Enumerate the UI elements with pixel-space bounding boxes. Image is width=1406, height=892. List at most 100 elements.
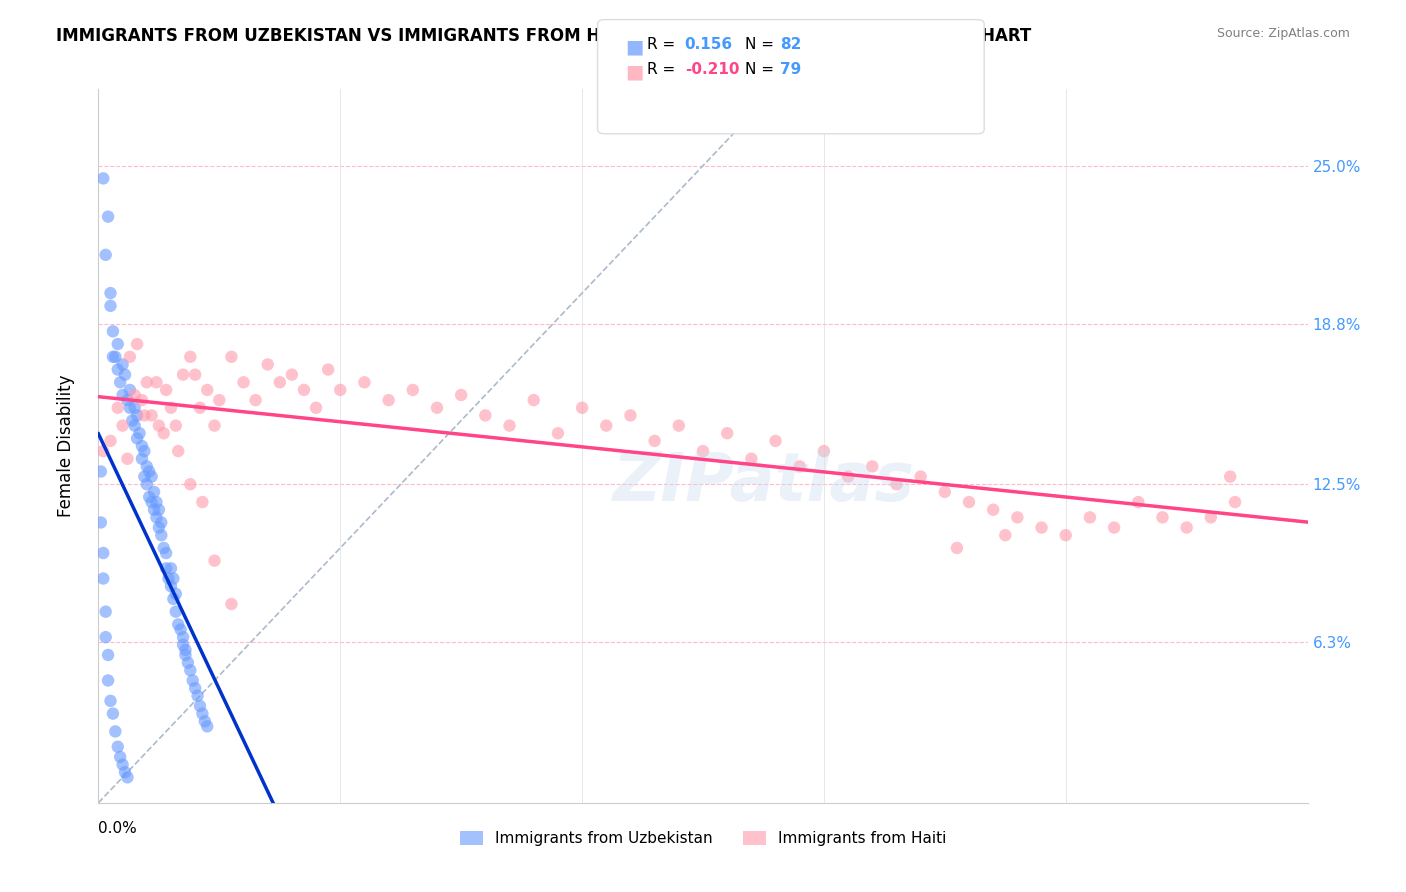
Immigrants from Uzbekistan [117,770,139,784]
Immigrants from Haiti [1199,510,1222,524]
Immigrants from Uzbekistan [114,368,136,382]
Immigrants from Uzbekistan [162,591,184,606]
Immigrants from Uzbekistan [131,451,153,466]
Immigrants from Haiti [160,401,183,415]
Immigrants from Haiti [1031,520,1053,534]
Immigrants from Uzbekistan [172,630,194,644]
Immigrants from Haiti [221,350,243,364]
Immigrants from Uzbekistan [107,739,129,754]
Immigrants from Haiti [789,459,811,474]
Immigrants from Uzbekistan [100,299,122,313]
Immigrants from Haiti [172,368,194,382]
Immigrants from Haiti [135,376,157,390]
Immigrants from Haiti [184,368,207,382]
Immigrants from Haiti [910,469,932,483]
Y-axis label: Female Disability: Female Disability [56,375,75,517]
Immigrants from Haiti [204,418,226,433]
Text: IMMIGRANTS FROM UZBEKISTAN VS IMMIGRANTS FROM HAITI FEMALE DISABILITY CORRELATIO: IMMIGRANTS FROM UZBEKISTAN VS IMMIGRANTS… [56,27,1032,45]
Immigrants from Uzbekistan [90,465,112,479]
Immigrants from Haiti [716,426,738,441]
Immigrants from Haiti [571,401,593,415]
Text: 79: 79 [780,62,801,78]
Immigrants from Haiti [994,528,1017,542]
Immigrants from Uzbekistan [165,605,187,619]
Immigrants from Uzbekistan [188,698,211,713]
Immigrants from Uzbekistan [111,388,134,402]
Immigrants from Uzbekistan [148,502,170,516]
Immigrants from Uzbekistan [152,541,174,555]
Immigrants from Haiti [131,393,153,408]
Immigrants from Haiti [547,426,569,441]
Immigrants from Haiti [107,401,129,415]
Immigrants from Uzbekistan [191,706,214,721]
Text: -0.210: -0.210 [685,62,740,78]
Immigrants from Haiti [148,418,170,433]
Immigrants from Haiti [232,376,254,390]
Text: ■: ■ [626,37,644,56]
Immigrants from Uzbekistan [141,495,163,509]
Immigrants from Haiti [316,362,339,376]
Immigrants from Uzbekistan [108,376,131,390]
Immigrants from Uzbekistan [107,362,129,376]
Immigrants from Uzbekistan [160,561,183,575]
Text: Source: ZipAtlas.com: Source: ZipAtlas.com [1216,27,1350,40]
Immigrants from Haiti [292,383,315,397]
Immigrants from Haiti [1223,495,1246,509]
Immigrants from Haiti [668,418,690,433]
Immigrants from Uzbekistan [174,643,197,657]
Immigrants from Haiti [195,383,218,397]
Immigrants from Uzbekistan [128,426,150,441]
Immigrants from Uzbekistan [94,248,117,262]
Immigrants from Uzbekistan [97,648,120,662]
Immigrants from Uzbekistan [91,171,114,186]
Immigrants from Uzbekistan [101,324,124,338]
Immigrants from Haiti [813,444,835,458]
Immigrants from Haiti [474,409,496,423]
Immigrants from Haiti [127,337,149,351]
Immigrants from Haiti [981,502,1004,516]
Immigrants from Uzbekistan [101,706,124,721]
Immigrants from Uzbekistan [127,409,149,423]
Immigrants from Uzbekistan [127,431,149,445]
Immigrants from Uzbekistan [155,546,177,560]
Immigrants from Haiti [191,495,214,509]
Immigrants from Uzbekistan [111,757,134,772]
Immigrants from Haiti [155,383,177,397]
Immigrants from Haiti [118,350,141,364]
Immigrants from Uzbekistan [160,579,183,593]
Immigrants from Haiti [934,484,956,499]
Immigrants from Uzbekistan [100,286,122,301]
Immigrants from Uzbekistan [121,413,143,427]
Immigrants from Uzbekistan [169,623,191,637]
Immigrants from Haiti [208,393,231,408]
Immigrants from Haiti [281,368,304,382]
Immigrants from Haiti [91,444,114,458]
Immigrants from Uzbekistan [148,520,170,534]
Immigrants from Haiti [1102,520,1125,534]
Immigrants from Uzbekistan [134,444,156,458]
Immigrants from Uzbekistan [124,418,146,433]
Immigrants from Uzbekistan [134,469,156,483]
Immigrants from Uzbekistan [114,765,136,780]
Immigrants from Haiti [837,469,859,483]
Immigrants from Haiti [256,358,278,372]
Immigrants from Uzbekistan [138,490,160,504]
Immigrants from Uzbekistan [91,546,114,560]
Immigrants from Haiti [1128,495,1150,509]
Legend: Immigrants from Uzbekistan, Immigrants from Haiti: Immigrants from Uzbekistan, Immigrants f… [454,825,952,852]
Immigrants from Haiti [117,451,139,466]
Text: 0.156: 0.156 [685,37,733,53]
Immigrants from Haiti [426,401,449,415]
Immigrants from Uzbekistan [101,350,124,364]
Immigrants from Uzbekistan [104,724,127,739]
Immigrants from Uzbekistan [90,516,112,530]
Immigrants from Uzbekistan [94,630,117,644]
Immigrants from Uzbekistan [91,572,114,586]
Immigrants from Haiti [692,444,714,458]
Immigrants from Uzbekistan [111,358,134,372]
Immigrants from Haiti [1078,510,1101,524]
Immigrants from Uzbekistan [100,694,122,708]
Immigrants from Uzbekistan [177,656,200,670]
Immigrants from Uzbekistan [150,516,173,530]
Immigrants from Haiti [111,418,134,433]
